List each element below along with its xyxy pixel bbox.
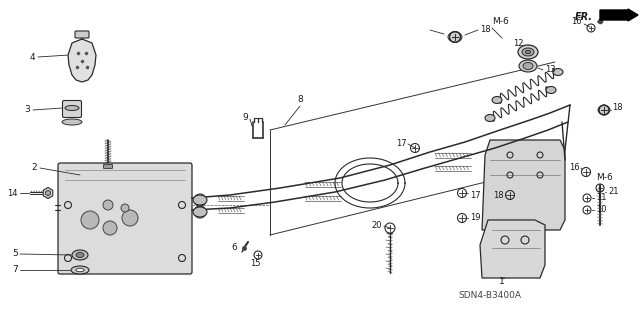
Text: 16: 16 [570, 162, 580, 172]
Text: 20: 20 [371, 220, 382, 229]
Ellipse shape [598, 106, 610, 115]
Ellipse shape [546, 86, 556, 93]
Text: 8: 8 [297, 95, 303, 105]
Ellipse shape [553, 69, 563, 76]
Text: 17: 17 [470, 190, 481, 199]
Polygon shape [482, 140, 565, 230]
Ellipse shape [448, 32, 462, 42]
Ellipse shape [519, 60, 537, 72]
Text: M-6: M-6 [492, 18, 509, 26]
Ellipse shape [485, 115, 495, 122]
Text: 19: 19 [470, 213, 481, 222]
Circle shape [122, 210, 138, 226]
Text: 12: 12 [513, 40, 524, 48]
Text: 21: 21 [608, 188, 618, 197]
Text: 5: 5 [12, 249, 18, 258]
FancyBboxPatch shape [75, 31, 89, 38]
Circle shape [103, 200, 113, 210]
Ellipse shape [62, 119, 82, 125]
Text: 15: 15 [250, 258, 260, 268]
Text: 3: 3 [24, 106, 30, 115]
Polygon shape [45, 190, 51, 196]
Text: FR.: FR. [575, 12, 593, 22]
Text: 18: 18 [612, 103, 623, 113]
Text: 7: 7 [12, 265, 18, 275]
Polygon shape [480, 220, 545, 278]
FancyBboxPatch shape [58, 163, 192, 274]
Text: 4: 4 [29, 53, 35, 62]
Ellipse shape [492, 97, 502, 103]
Circle shape [121, 204, 129, 212]
Ellipse shape [76, 268, 84, 272]
Ellipse shape [518, 45, 538, 59]
FancyArrow shape [600, 9, 638, 21]
Ellipse shape [193, 207, 207, 217]
Text: 9: 9 [243, 113, 248, 122]
Ellipse shape [65, 106, 79, 110]
Polygon shape [44, 188, 52, 198]
Text: 6: 6 [231, 242, 237, 251]
Text: 1: 1 [499, 278, 505, 286]
Ellipse shape [76, 253, 84, 257]
Ellipse shape [523, 63, 533, 70]
Text: 14: 14 [8, 189, 18, 197]
Text: SDN4-B3400A: SDN4-B3400A [458, 292, 522, 300]
Ellipse shape [525, 50, 531, 54]
Text: 2: 2 [31, 164, 37, 173]
PathPatch shape [68, 39, 96, 82]
Circle shape [103, 221, 117, 235]
Ellipse shape [522, 48, 534, 56]
Text: 17: 17 [396, 138, 407, 147]
FancyBboxPatch shape [104, 165, 113, 168]
Circle shape [81, 211, 99, 229]
Text: 18: 18 [493, 190, 504, 199]
Text: M-6: M-6 [596, 174, 612, 182]
Text: 18: 18 [480, 26, 491, 34]
Ellipse shape [193, 195, 207, 205]
Text: 16: 16 [572, 18, 582, 26]
Text: 13: 13 [545, 65, 556, 75]
Text: 11: 11 [596, 194, 607, 203]
Ellipse shape [71, 266, 89, 274]
Text: 10: 10 [596, 205, 607, 214]
FancyBboxPatch shape [63, 100, 81, 117]
Ellipse shape [72, 250, 88, 260]
